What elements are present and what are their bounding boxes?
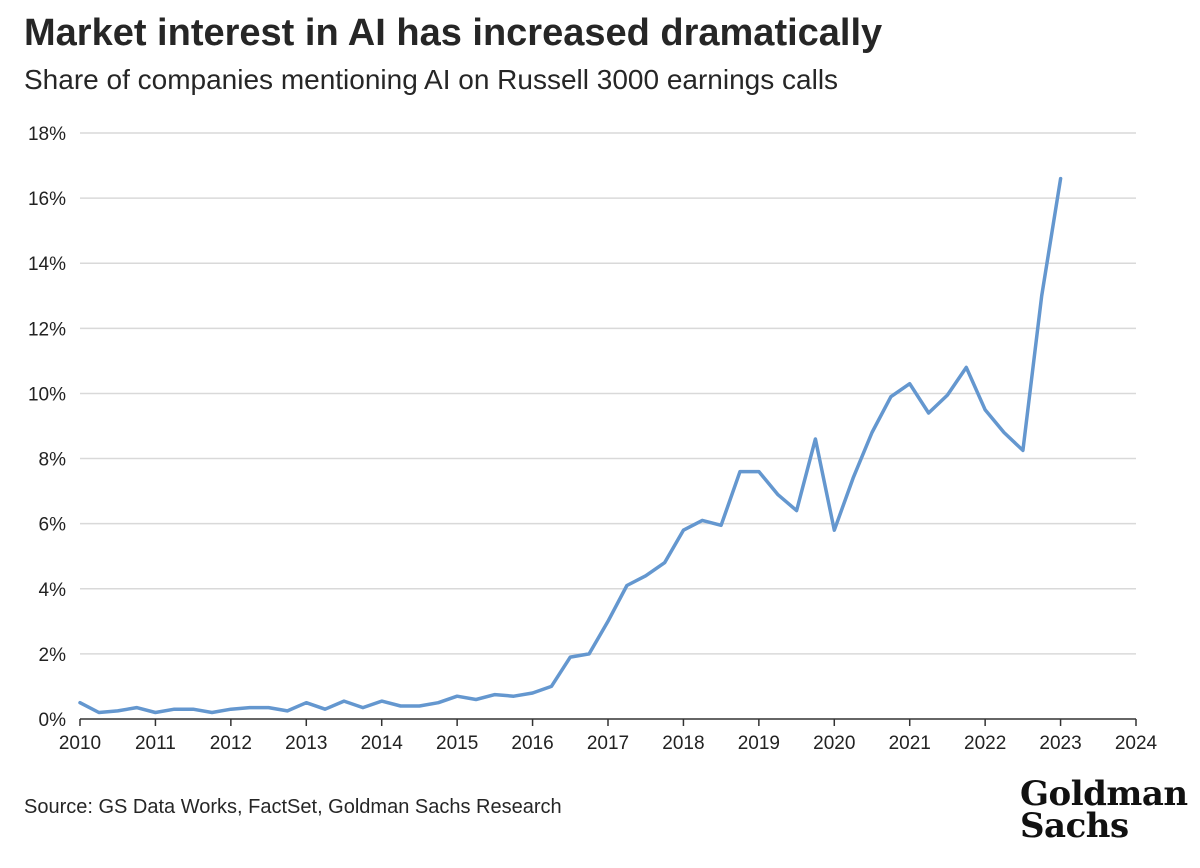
- gridlines: [80, 132, 1136, 655]
- data-point: [852, 477, 855, 480]
- chart-subtitle: Share of companies mentioning AI on Russ…: [24, 64, 839, 95]
- x-tick-label: 2020: [813, 733, 855, 754]
- data-point: [927, 412, 930, 415]
- x-tick-label: 2022: [964, 733, 1006, 754]
- x-tick-label: 2021: [889, 733, 931, 754]
- x-tick-label: 2016: [511, 733, 553, 754]
- data-point: [493, 693, 496, 696]
- data-point: [97, 711, 100, 714]
- x-tick-label: 2012: [210, 733, 252, 754]
- data-point: [456, 695, 459, 698]
- data-point: [361, 706, 364, 709]
- data-point: [757, 470, 760, 473]
- data-point: [871, 431, 874, 434]
- goldman-sachs-logo: Goldman Sachs: [1020, 774, 1188, 846]
- data-point: [79, 701, 82, 704]
- logo-line-1: Goldman: [1020, 774, 1188, 814]
- data-point: [267, 706, 270, 709]
- data-point: [286, 709, 289, 712]
- data-point: [814, 438, 817, 441]
- data-point: [889, 395, 892, 398]
- series-line: [78, 176, 1063, 715]
- data-point: [720, 524, 723, 527]
- data-point: [399, 705, 402, 708]
- x-axis-ticks: 2010 2011 2012 2013 2014 2015 2016 2017 2018 2019…: [59, 719, 1158, 754]
- data-point: [1021, 449, 1024, 452]
- data-point: [739, 470, 742, 473]
- y-axis-ticks: 0% 2% 4% 6% 8% 10% 12% 14% 16% 18%: [28, 124, 66, 731]
- y-tick-label: 12%: [28, 319, 66, 340]
- x-tick-label: 2010: [59, 733, 101, 754]
- data-point: [211, 711, 214, 714]
- y-tick-label: 8%: [39, 450, 67, 471]
- data-point: [380, 700, 383, 703]
- data-point: [946, 394, 949, 397]
- data-point: [229, 708, 232, 711]
- data-point: [701, 519, 704, 522]
- data-point: [116, 709, 119, 712]
- data-point: [625, 584, 628, 587]
- chart-title: Market interest in AI has increased dram…: [24, 12, 883, 54]
- y-tick-label: 14%: [28, 254, 66, 275]
- y-tick-label: 18%: [28, 124, 66, 145]
- data-point: [512, 695, 515, 698]
- data-point: [192, 708, 195, 711]
- data-point: [1040, 294, 1043, 297]
- y-tick-label: 2%: [39, 645, 67, 666]
- data-point: [1003, 431, 1006, 434]
- data-point: [343, 700, 346, 703]
- data-point: [588, 652, 591, 655]
- data-point: [644, 574, 647, 577]
- data-point: [324, 708, 327, 711]
- x-tick-label: 2024: [1115, 733, 1158, 754]
- x-tick-label: 2017: [587, 733, 629, 754]
- y-tick-label: 16%: [28, 189, 66, 210]
- x-tick-label: 2014: [361, 733, 404, 754]
- x-tick-label: 2011: [135, 733, 176, 754]
- x-tick-label: 2013: [285, 733, 327, 754]
- data-point: [663, 561, 666, 564]
- y-tick-label: 6%: [39, 515, 67, 536]
- x-tick-label: 2019: [738, 733, 780, 754]
- x-tick-label: 2018: [662, 733, 704, 754]
- data-point: [776, 493, 779, 496]
- x-tick-label: 2015: [436, 733, 478, 754]
- data-point: [475, 698, 478, 701]
- data-point: [550, 685, 553, 688]
- y-tick-label: 4%: [39, 580, 67, 601]
- data-point: [154, 711, 157, 714]
- data-point: [908, 382, 911, 385]
- source-note: Source: GS Data Works, FactSet, Goldman …: [24, 796, 562, 818]
- data-point: [965, 366, 968, 369]
- data-point: [984, 408, 987, 411]
- x-tick-label: 2023: [1039, 733, 1081, 754]
- y-tick-label: 10%: [28, 384, 66, 405]
- data-point: [305, 701, 308, 704]
- y-tick-label: 0%: [39, 710, 67, 731]
- data-point: [569, 656, 572, 659]
- data-point: [1059, 177, 1062, 180]
- data-point: [173, 708, 176, 711]
- data-point: [135, 706, 138, 709]
- data-point: [418, 705, 421, 708]
- data-point: [531, 692, 534, 695]
- series-layer: [78, 176, 1063, 715]
- data-point: [682, 529, 685, 532]
- data-point: [833, 529, 836, 532]
- data-point: [437, 701, 440, 704]
- data-point: [607, 620, 610, 623]
- logo-line-2: Sachs: [1020, 806, 1129, 846]
- data-point: [795, 509, 798, 512]
- data-point: [248, 706, 251, 709]
